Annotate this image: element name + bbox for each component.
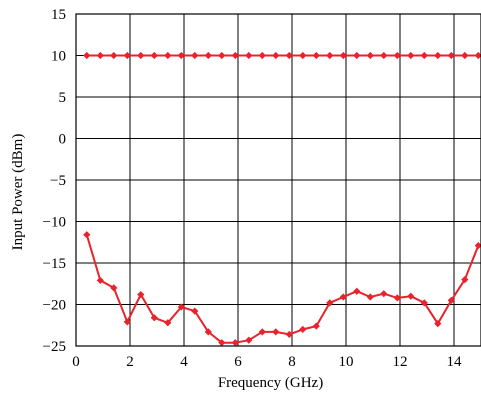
data-point bbox=[299, 51, 307, 60]
x-tick-label: 8 bbox=[288, 354, 296, 370]
data-point bbox=[312, 322, 320, 330]
data-point bbox=[285, 51, 293, 60]
plot-series bbox=[83, 51, 481, 346]
series-1 bbox=[83, 51, 481, 60]
data-point bbox=[83, 51, 91, 60]
data-point bbox=[353, 287, 361, 295]
data-point bbox=[258, 51, 266, 60]
data-point bbox=[366, 293, 374, 301]
data-point bbox=[245, 51, 253, 60]
data-point bbox=[96, 276, 104, 285]
data-point bbox=[474, 241, 481, 250]
x-tick-label: 12 bbox=[393, 354, 408, 370]
y-tick-label: 15 bbox=[51, 7, 66, 23]
data-point bbox=[434, 319, 442, 328]
data-point bbox=[326, 51, 334, 60]
y-axis-title: Input Power (dBm) bbox=[10, 134, 26, 251]
plot-area-frame bbox=[75, 13, 481, 347]
data-point bbox=[137, 51, 145, 60]
x-axis-ticks: 0 2 4 6 8 10 12 14 bbox=[72, 354, 462, 370]
y-axis-ticks: 15 10 5 0 −5 −10 −15 −20 −25 bbox=[43, 7, 66, 355]
data-point bbox=[204, 51, 212, 60]
data-point bbox=[204, 328, 212, 336]
series-2 bbox=[83, 231, 481, 346]
data-point bbox=[110, 51, 118, 60]
data-point bbox=[164, 319, 172, 327]
data-point bbox=[474, 51, 481, 60]
data-point bbox=[339, 51, 347, 60]
data-point bbox=[96, 51, 104, 60]
data-point bbox=[245, 336, 253, 344]
data-point bbox=[231, 339, 239, 346]
data-point bbox=[447, 51, 455, 60]
data-point bbox=[447, 296, 455, 304]
data-point bbox=[123, 51, 131, 60]
data-point bbox=[285, 330, 293, 338]
x-tick-label: 6 bbox=[234, 354, 242, 370]
data-point bbox=[150, 51, 158, 60]
data-point bbox=[218, 51, 226, 60]
x-axis-title: Frequency (GHz) bbox=[218, 375, 323, 391]
grid bbox=[76, 14, 481, 346]
data-point bbox=[110, 284, 118, 292]
y-tick-label: −5 bbox=[50, 173, 66, 189]
data-point bbox=[461, 51, 469, 60]
data-point bbox=[83, 231, 91, 239]
data-point bbox=[258, 328, 266, 336]
data-point bbox=[366, 51, 374, 60]
y-tick-label: −20 bbox=[43, 298, 66, 314]
data-point bbox=[312, 51, 320, 60]
data-point bbox=[380, 51, 388, 60]
data-point bbox=[218, 339, 226, 346]
data-point bbox=[339, 293, 347, 301]
data-point bbox=[272, 328, 280, 336]
data-point bbox=[177, 303, 185, 311]
data-point bbox=[380, 290, 388, 298]
data-point bbox=[123, 318, 131, 326]
data-point bbox=[393, 294, 401, 302]
x-tick-label: 4 bbox=[180, 354, 188, 370]
y-tick-label: 10 bbox=[51, 49, 66, 65]
data-point bbox=[393, 51, 401, 60]
y-tick-label: 0 bbox=[59, 132, 67, 148]
x-tick-label: 0 bbox=[72, 354, 80, 370]
y-tick-label: 5 bbox=[59, 90, 67, 106]
data-point bbox=[137, 290, 145, 299]
data-point bbox=[407, 51, 415, 60]
series-line bbox=[85, 234, 480, 344]
x-tick-label: 14 bbox=[447, 354, 463, 370]
data-point bbox=[272, 51, 280, 60]
x-tick-label: 10 bbox=[339, 354, 354, 370]
y-tick-label: −25 bbox=[43, 339, 66, 355]
x-tick-label: 2 bbox=[126, 354, 134, 370]
data-point bbox=[461, 276, 469, 284]
data-point bbox=[191, 51, 199, 60]
data-point bbox=[231, 51, 239, 60]
data-point bbox=[420, 51, 428, 60]
data-point bbox=[191, 307, 199, 315]
data-point bbox=[420, 299, 428, 307]
y-tick-label: −15 bbox=[43, 256, 66, 272]
data-point bbox=[434, 51, 442, 60]
data-point bbox=[326, 299, 334, 307]
data-point bbox=[177, 51, 185, 60]
data-point bbox=[353, 51, 361, 60]
y-tick-label: −10 bbox=[43, 215, 66, 231]
data-point bbox=[164, 51, 172, 60]
data-point bbox=[407, 292, 415, 300]
data-point bbox=[150, 314, 158, 322]
data-point bbox=[299, 325, 307, 333]
